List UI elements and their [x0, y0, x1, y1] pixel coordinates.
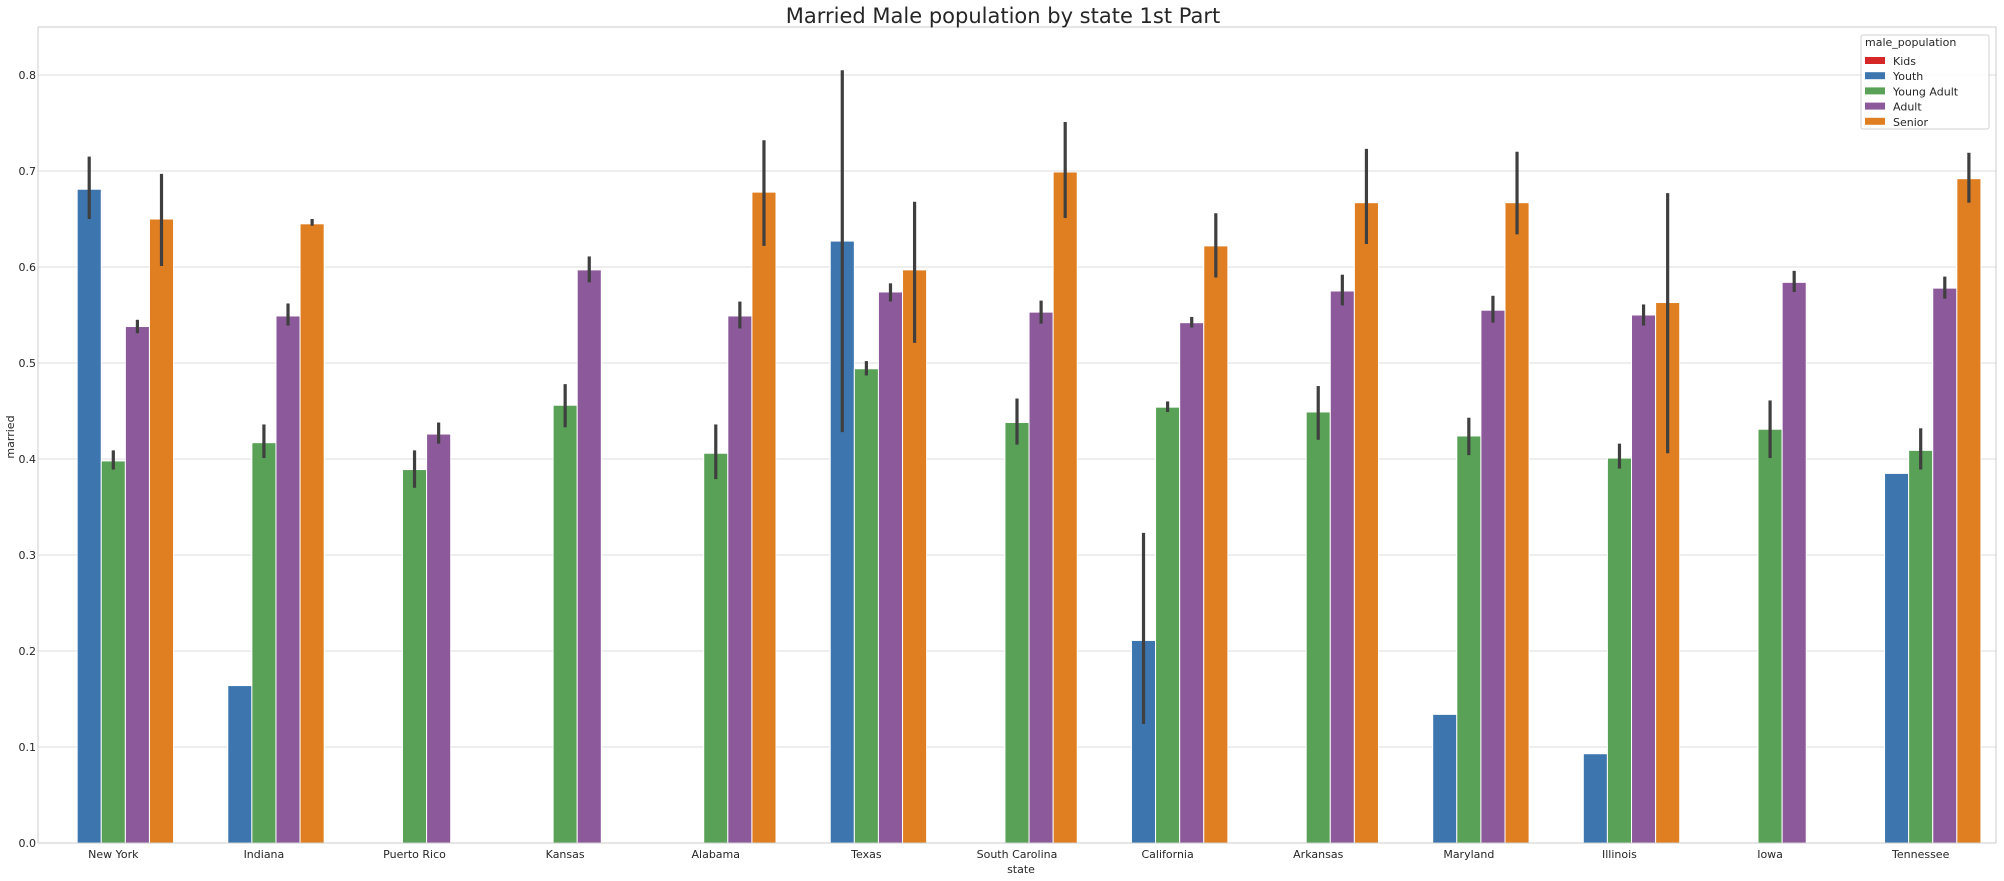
bar — [1956, 178, 1982, 844]
x-tick-label: Maryland — [1443, 848, 1494, 861]
plot-frame — [37, 26, 1997, 844]
bar — [148, 218, 175, 844]
x-tick-label: Kansas — [546, 848, 585, 861]
bar — [1203, 245, 1229, 844]
errorbars-layer — [87, 70, 1971, 724]
bar — [1781, 281, 1807, 844]
x-tick-label: California — [1141, 848, 1193, 861]
bar — [576, 269, 602, 844]
axes-layer: 0.0 0.1 0.2 0.3 0.4 0.5 0.6 0.7 0.8 New York India… — [19, 26, 1997, 861]
x-tick-label: Texas — [850, 848, 882, 861]
bar — [1004, 422, 1030, 844]
bar — [751, 191, 777, 844]
legend-title: male_population — [1865, 36, 1956, 49]
legend-swatch — [1865, 72, 1885, 80]
y-tick-label: 0.4 — [19, 453, 37, 466]
bar — [124, 326, 150, 844]
bar — [1757, 428, 1783, 844]
bar — [902, 269, 928, 844]
bar — [1456, 435, 1482, 844]
y-tick-label: 0.0 — [19, 837, 37, 850]
bar — [1155, 406, 1181, 844]
bar — [1582, 753, 1608, 844]
legend: male_population Kids Youth Young Adult Adult… — [1860, 34, 1990, 130]
y-tick-label: 0.8 — [19, 69, 37, 82]
x-tick-label: South Carolina — [977, 848, 1058, 861]
bar — [1052, 171, 1078, 844]
bar — [401, 469, 428, 844]
bar — [1305, 411, 1331, 844]
legend-swatch — [1865, 102, 1885, 110]
bar — [1884, 472, 1910, 844]
legend-entry: Young Adult — [1892, 85, 1959, 98]
bars-layer — [76, 171, 1982, 844]
x-tick-label: Illinois — [1602, 848, 1637, 861]
bar — [1353, 202, 1379, 844]
legend-entry: Senior — [1893, 116, 1929, 129]
bar — [853, 368, 879, 844]
bar — [1908, 449, 1934, 844]
x-tick-label: Alabama — [692, 848, 741, 861]
bar — [703, 452, 729, 844]
bar — [552, 404, 578, 844]
bar — [1329, 290, 1355, 844]
legend-box — [1860, 34, 1990, 130]
bar — [275, 315, 301, 844]
y-tick-label: 0.2 — [19, 645, 37, 658]
bar — [1606, 457, 1633, 844]
bar — [1028, 311, 1054, 844]
x-tick-label: Puerto Rico — [383, 848, 446, 861]
y-tick-label: 0.1 — [19, 741, 37, 754]
chart-title: Married Male population by state 1st Par… — [786, 4, 1220, 28]
bar — [727, 315, 753, 844]
y-axis-label: married — [4, 415, 17, 458]
bar — [877, 291, 904, 844]
bar — [1504, 202, 1530, 844]
x-tick-label: New York — [88, 848, 139, 861]
bar — [299, 223, 325, 844]
legend-entry: Youth — [1892, 70, 1923, 83]
y-tick-label: 0.7 — [19, 165, 37, 178]
bar — [426, 433, 452, 844]
y-tick-label: 0.5 — [19, 357, 37, 370]
bar — [1179, 322, 1205, 844]
bar — [1631, 314, 1657, 844]
y-tick-label: 0.6 — [19, 261, 37, 274]
bar — [76, 188, 102, 844]
bar — [1432, 713, 1458, 844]
x-tick-label: Tennessee — [1891, 848, 1950, 861]
x-tick-label: Arkansas — [1293, 848, 1343, 861]
bar — [1480, 309, 1506, 844]
bar — [251, 442, 277, 844]
x-tick-label: Iowa — [1757, 848, 1783, 861]
legend-entry: Kids — [1893, 55, 1916, 68]
x-tick-label: Indiana — [244, 848, 285, 861]
legend-swatch — [1865, 57, 1885, 64]
bar — [227, 685, 253, 844]
legend-swatch — [1865, 87, 1885, 95]
bar — [1932, 287, 1958, 844]
x-axis-label: state — [1007, 863, 1035, 876]
legend-swatch — [1865, 117, 1885, 125]
bar — [100, 460, 126, 844]
y-tick-label: 0.3 — [19, 549, 37, 562]
legend-entry: Adult — [1893, 101, 1922, 114]
